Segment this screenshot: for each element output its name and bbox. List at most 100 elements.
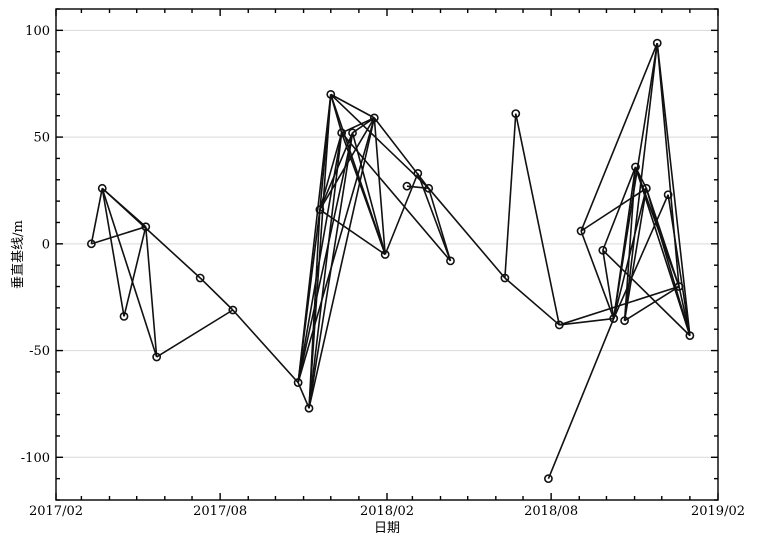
baseline-edge xyxy=(90,188,104,244)
baseline-edge xyxy=(319,209,386,256)
baseline-edge xyxy=(308,132,354,409)
acquisition-point xyxy=(348,128,357,138)
baseline-edge xyxy=(547,318,615,479)
baseline-edge xyxy=(580,230,615,319)
baseline-edge xyxy=(645,188,691,336)
baseline-edge xyxy=(352,117,375,134)
baseline-edge xyxy=(559,317,614,326)
x-tick-label: 2018/02 xyxy=(360,504,414,519)
acquisition-point xyxy=(424,183,434,193)
baseline-edge xyxy=(297,94,332,383)
acquisition-point xyxy=(293,378,303,387)
baseline-edge xyxy=(199,277,234,311)
baseline-edge xyxy=(297,382,310,409)
acquisition-point xyxy=(337,128,347,138)
acquisition-point xyxy=(685,331,695,341)
baseline-edge xyxy=(101,188,125,317)
plot-frame xyxy=(55,8,719,501)
acquisition-point xyxy=(674,282,684,291)
baseline-edge xyxy=(123,226,147,317)
acquisition-point xyxy=(304,403,314,413)
baseline-edge xyxy=(144,226,158,358)
acquisition-point xyxy=(446,256,455,266)
acquisition-point xyxy=(598,245,608,255)
y-tick-label: -100 xyxy=(21,451,50,466)
baseline-edge xyxy=(602,249,691,337)
baseline-edge xyxy=(308,94,332,409)
baseline-edge xyxy=(319,132,354,210)
acquisition-point xyxy=(641,183,651,193)
x-tick-label: 2017/08 xyxy=(193,504,247,519)
baseline-edge xyxy=(602,166,637,251)
point-layer xyxy=(86,38,695,484)
acquisition-point xyxy=(402,181,412,191)
baseline-edge xyxy=(623,188,648,321)
edge-layer xyxy=(90,42,691,479)
baseline-edge xyxy=(101,188,158,358)
baseline-edge xyxy=(427,188,452,262)
acquisition-point xyxy=(511,109,521,119)
baseline-edge xyxy=(624,285,680,322)
acquisition-point xyxy=(631,162,640,172)
x-tick-label: 2017/02 xyxy=(29,504,83,519)
baseline-edge xyxy=(330,93,430,189)
acquisition-point xyxy=(576,226,586,236)
acquisition-point xyxy=(554,320,564,330)
acquisition-point xyxy=(369,113,379,123)
baseline-edge xyxy=(428,187,506,279)
baseline-edge xyxy=(330,93,375,119)
acquisition-point xyxy=(652,38,662,48)
acquisition-point xyxy=(609,314,619,323)
baseline-edge xyxy=(580,187,647,232)
acquisition-point xyxy=(152,352,162,362)
baseline-edge xyxy=(514,113,561,326)
baseline-edge xyxy=(417,173,452,262)
acquisition-point xyxy=(326,89,336,99)
baseline-edge xyxy=(373,117,386,255)
baseline-edge xyxy=(504,277,560,326)
x-tick-label: 2018/08 xyxy=(524,504,578,519)
acquisition-point xyxy=(315,205,325,215)
baseline-edge xyxy=(580,42,658,232)
baseline-edge xyxy=(308,117,376,409)
y-axis-title: 垂直基线/m xyxy=(11,220,26,289)
acquisition-point xyxy=(380,250,390,259)
baseline-edge xyxy=(341,117,375,134)
baseline-edge xyxy=(308,132,343,409)
baseline-edge xyxy=(612,43,659,319)
baseline-edge xyxy=(373,117,430,189)
baseline-edge xyxy=(156,309,234,358)
baseline-edge xyxy=(623,166,637,321)
acquisition-point xyxy=(620,316,629,326)
baseline-edge xyxy=(656,43,680,287)
acquisition-point xyxy=(413,168,423,178)
acquisition-point xyxy=(141,222,151,232)
baseline-edge xyxy=(612,194,669,319)
acquisition-point xyxy=(119,312,129,321)
baseline-edge xyxy=(678,286,691,336)
y-tick-label: 100 xyxy=(25,24,50,39)
baseline-edge xyxy=(602,250,615,319)
baseline-edge xyxy=(384,173,419,255)
acquisition-point xyxy=(544,474,553,484)
baseline-edge xyxy=(341,132,452,262)
baseline-edge xyxy=(504,113,517,279)
baseline-edge xyxy=(232,309,299,384)
y-tick-label: -50 xyxy=(29,344,50,359)
baseline-edge xyxy=(656,43,691,336)
baseline-edge xyxy=(319,117,375,211)
acquisition-point xyxy=(228,305,238,315)
grid-layer xyxy=(56,29,718,458)
y-tick-label: 50 xyxy=(33,131,50,146)
y-tick-label: 0 xyxy=(42,237,50,252)
acquisition-point xyxy=(86,239,96,249)
baseline-edge xyxy=(340,132,386,255)
x-axis-title: 日期 xyxy=(374,521,400,536)
baseline-edge xyxy=(91,225,147,245)
acquisition-point xyxy=(500,273,510,283)
baseline-edge xyxy=(101,187,201,279)
tick-layer: 100 50 0 -50 -100 2017/02 2017/08 2018/02 2018/0… xyxy=(21,8,745,519)
acquisition-point xyxy=(195,273,205,283)
